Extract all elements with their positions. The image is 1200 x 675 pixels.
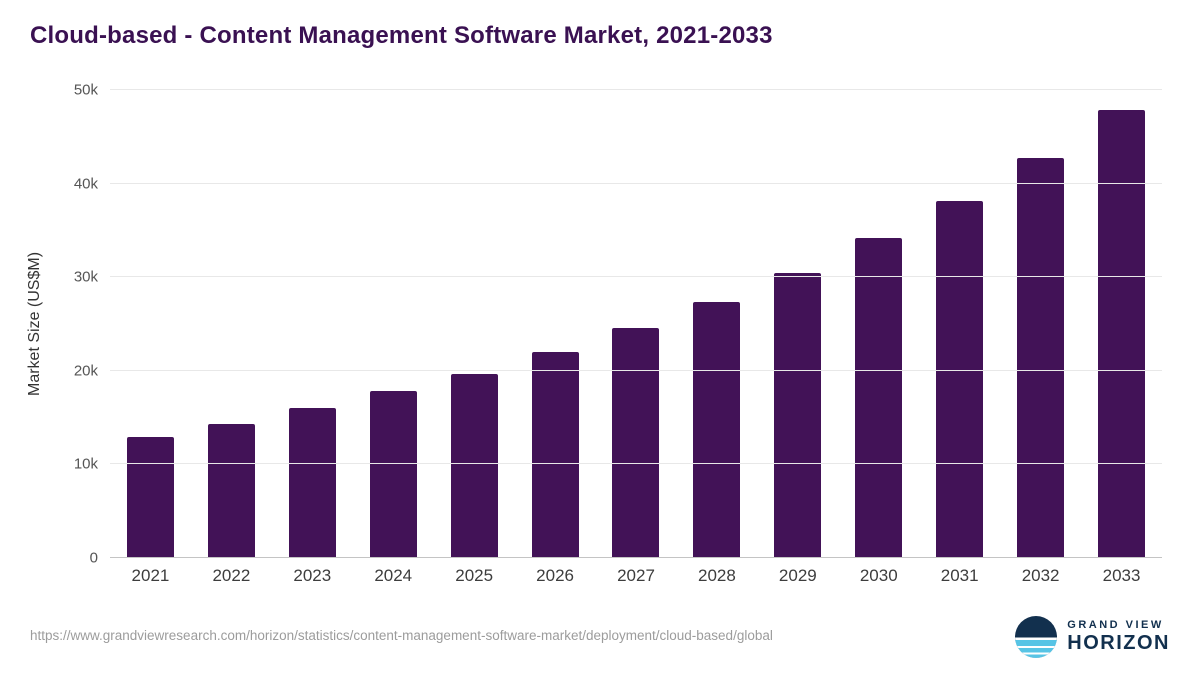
- bar-2032: [1017, 158, 1065, 558]
- x-tick-label-2030: 2030: [859, 566, 898, 585]
- bar-column: [596, 90, 677, 558]
- bar-2026: [531, 352, 579, 558]
- y-tick-label: 20k: [73, 362, 98, 380]
- plot-area: [110, 89, 1162, 558]
- bar-2023: [288, 408, 336, 558]
- y-tick-label: 40k: [73, 175, 98, 193]
- bar-column: [434, 90, 515, 558]
- brand-name-top: GRAND VIEW: [1067, 619, 1164, 632]
- bar-column: [191, 90, 272, 558]
- gridline: [110, 182, 1162, 184]
- brand-name-bottom: HORIZON: [1067, 631, 1170, 654]
- x-axis-tick-labels: 2021 2022 2023 2024 2025 2026 2027 2028 2029 2030…: [110, 566, 1162, 586]
- bar-column: [1000, 90, 1081, 558]
- bars-container: [110, 90, 1162, 558]
- bar-2030: [855, 237, 903, 558]
- bar-2028: [693, 301, 741, 558]
- bar-2024: [369, 391, 417, 558]
- bar-column: [676, 90, 757, 558]
- x-axis-line: [110, 557, 1162, 558]
- bar-2033: [1098, 109, 1146, 558]
- bar-2031: [936, 201, 984, 558]
- bar-column: [515, 90, 596, 558]
- bar-column: [353, 90, 434, 558]
- bar-2029: [774, 272, 822, 558]
- brand-logo: GRAND VIEW HORIZON: [1015, 616, 1170, 658]
- gridline: [110, 369, 1162, 371]
- gridline: [110, 463, 1162, 465]
- x-tick-label-2033: 2033: [1102, 566, 1141, 585]
- y-tick-label: 30k: [73, 268, 98, 286]
- x-tick-label-2029: 2029: [778, 566, 817, 585]
- y-tick-label: 0: [89, 549, 98, 567]
- x-tick-label-2032: 2032: [1021, 566, 1060, 585]
- bar-2021: [126, 437, 174, 558]
- y-tick-label: 50k: [73, 81, 98, 99]
- x-tick-label-2027: 2027: [617, 566, 655, 585]
- x-tick-label-2022: 2022: [212, 566, 251, 585]
- x-tick-label-2026: 2026: [536, 566, 574, 585]
- y-axis-tick-labels: 0 10k 20k 30k 40k 50k: [38, 82, 98, 567]
- bar-2027: [612, 327, 660, 558]
- bar-column: [919, 90, 1000, 558]
- bar-column: [272, 90, 353, 558]
- bar-2025: [450, 373, 498, 558]
- x-tick-label-2031: 2031: [940, 566, 979, 585]
- bar-column: [757, 90, 838, 558]
- bar-column: [110, 90, 191, 558]
- bar-column: [838, 90, 919, 558]
- bar-column: [1081, 90, 1162, 558]
- gridline: [110, 276, 1162, 278]
- x-tick-label-2024: 2024: [374, 566, 413, 585]
- gridline: [110, 89, 1162, 90]
- x-tick-label-2028: 2028: [698, 566, 736, 585]
- source-url: https://www.grandviewresearch.com/horizo…: [30, 628, 773, 643]
- bar-2022: [207, 424, 255, 558]
- x-tick-label-2021: 2021: [131, 566, 170, 585]
- chart-title: Cloud-based - Content Management Softwar…: [30, 22, 773, 49]
- y-tick-label: 10k: [73, 455, 98, 473]
- x-tick-label-2023: 2023: [293, 566, 332, 585]
- brand-text: GRAND VIEW HORIZON: [1067, 619, 1170, 655]
- horizon-logo-icon: [1015, 616, 1058, 658]
- x-tick-label-2025: 2025: [455, 566, 494, 585]
